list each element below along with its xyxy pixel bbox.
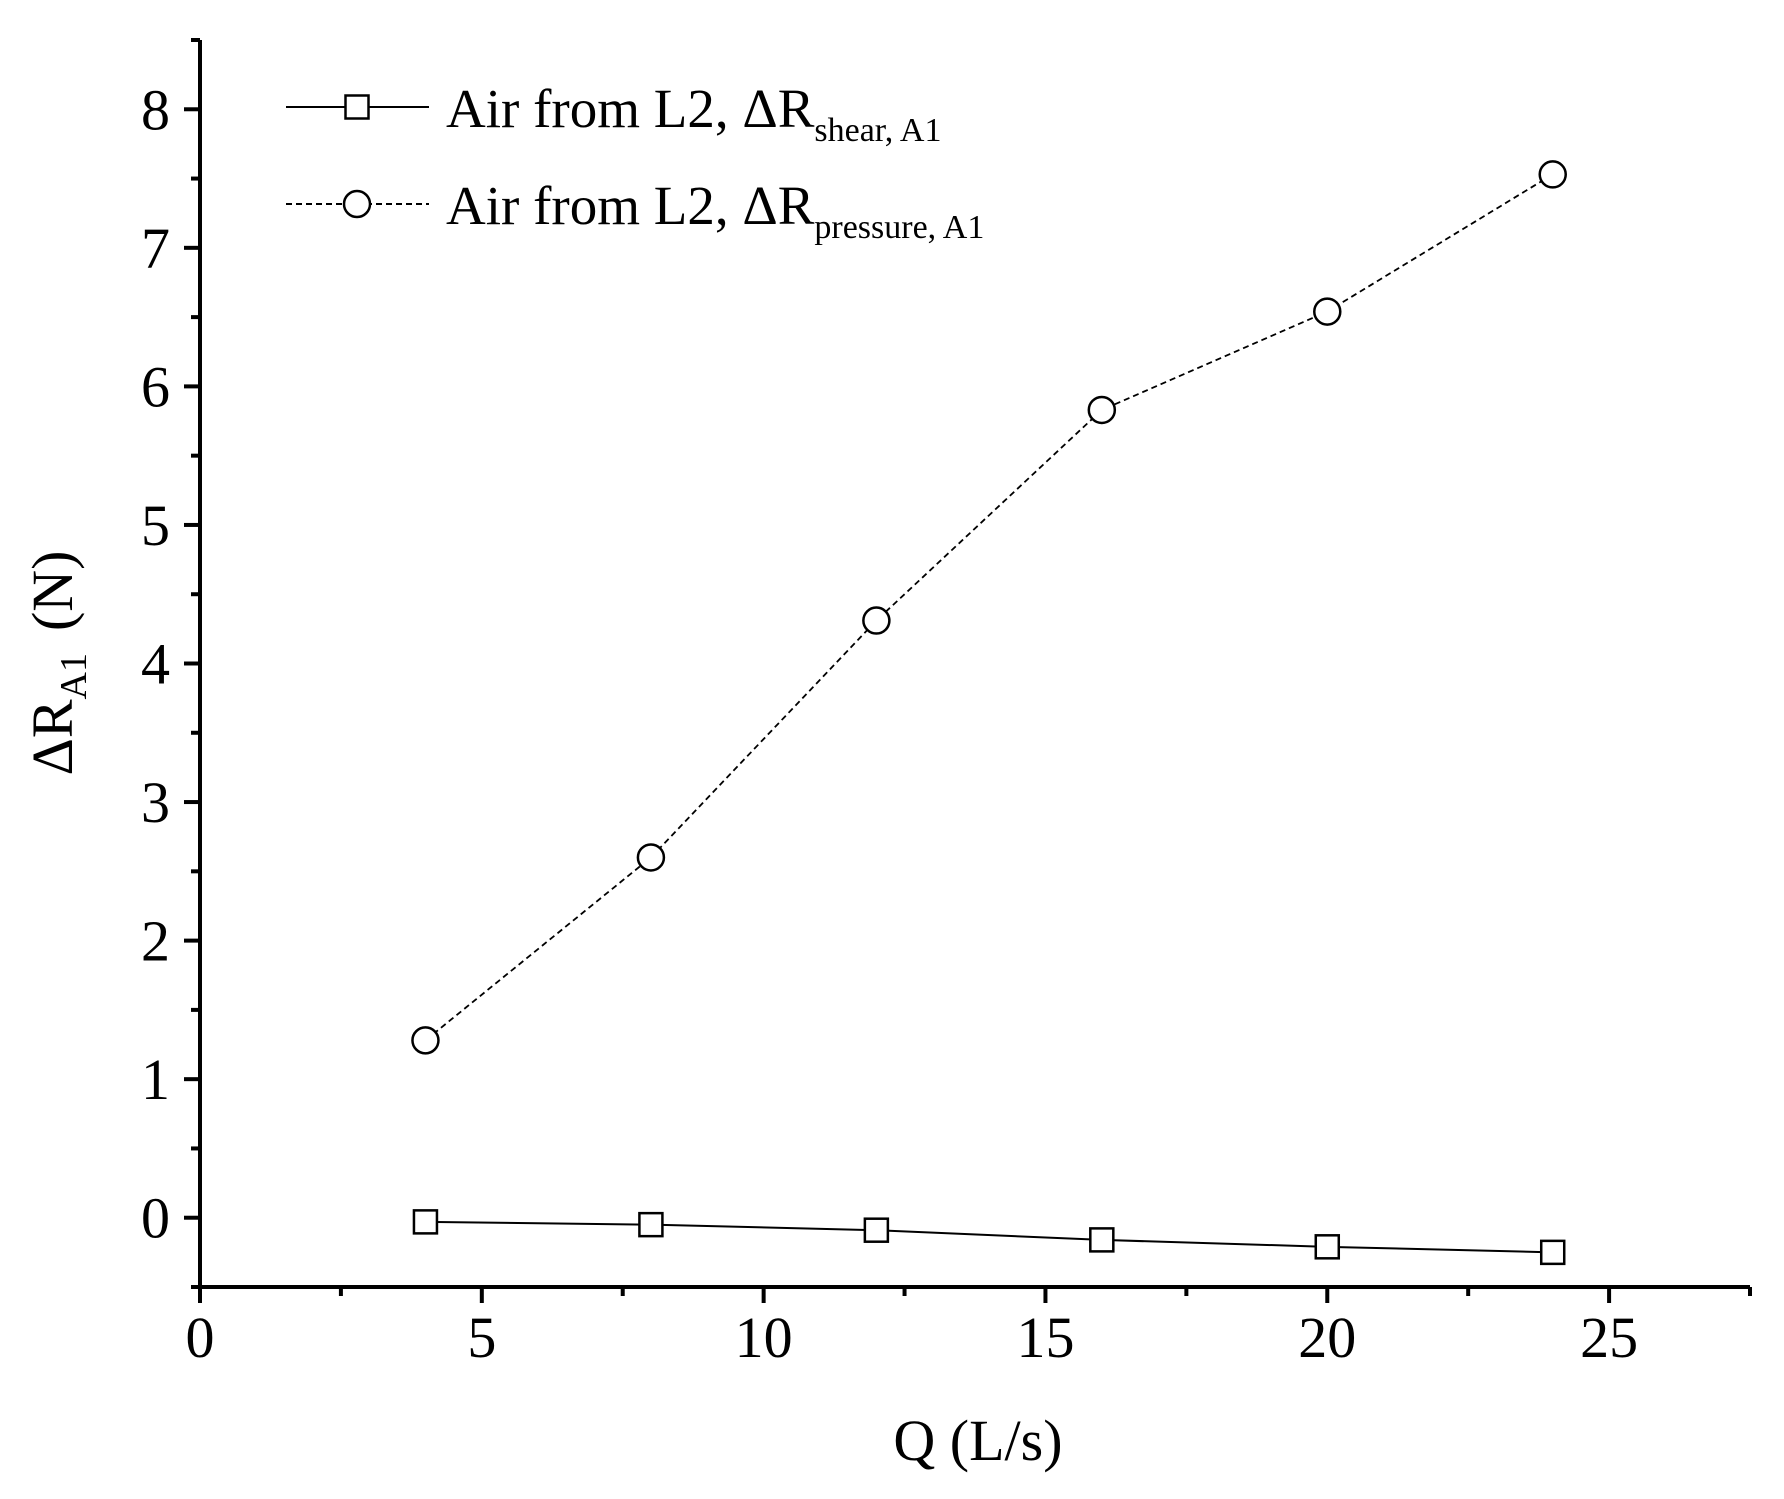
marker: [1538, 160, 1567, 189]
y-label-sub: A1: [53, 653, 95, 699]
y-tick-label: 6: [141, 354, 170, 419]
x-tick-label: 20: [1298, 1305, 1356, 1370]
y-tick-label: 0: [141, 1186, 170, 1251]
marker: [411, 1026, 440, 1055]
legend-subscript: pressure, A1: [814, 209, 984, 246]
y-tick-label: 3: [141, 770, 170, 835]
marker: [344, 94, 370, 120]
legend-label: Air from L2, ΔRpressure, A1: [446, 175, 984, 246]
marker: [1089, 1227, 1115, 1253]
marker: [1539, 1239, 1566, 1266]
marker: [638, 1211, 664, 1238]
marker: [1087, 395, 1117, 425]
y-tick-label: 8: [141, 77, 170, 142]
x-axis-label: Q (L/s): [893, 1408, 1062, 1473]
y-label-unit: (N): [20, 551, 85, 632]
marker: [1313, 297, 1342, 326]
y-tick-label: 2: [141, 909, 170, 974]
y-tick-label: 5: [141, 493, 170, 558]
series-line: [425, 1220, 1553, 1254]
y-label-main: ΔR: [20, 699, 85, 775]
marker: [412, 1209, 439, 1235]
marker: [862, 606, 891, 635]
x-tick-label: 25: [1580, 1305, 1638, 1370]
marker: [1314, 1234, 1341, 1260]
y-tick-label: 1: [141, 1047, 170, 1112]
legend-subscript: shear, A1: [814, 112, 941, 149]
y-tick-label: 4: [141, 632, 170, 697]
y-tick-label: 7: [141, 216, 170, 281]
marker: [636, 843, 666, 872]
y-axis-label: ΔRA1 (N): [20, 551, 95, 776]
series-line: [424, 173, 1554, 1042]
marker: [863, 1217, 890, 1243]
x-tick-label: 10: [735, 1305, 793, 1370]
x-tick-label: 0: [186, 1305, 215, 1370]
x-tick-label: 15: [1016, 1305, 1074, 1370]
x-tick-label: 5: [467, 1305, 496, 1370]
legend-name: Air from L2, ΔR: [446, 78, 815, 139]
legend-name: Air from L2, ΔR: [446, 175, 815, 236]
marker: [342, 189, 372, 219]
legend-label: Air from L2, ΔRshear, A1: [446, 78, 941, 149]
